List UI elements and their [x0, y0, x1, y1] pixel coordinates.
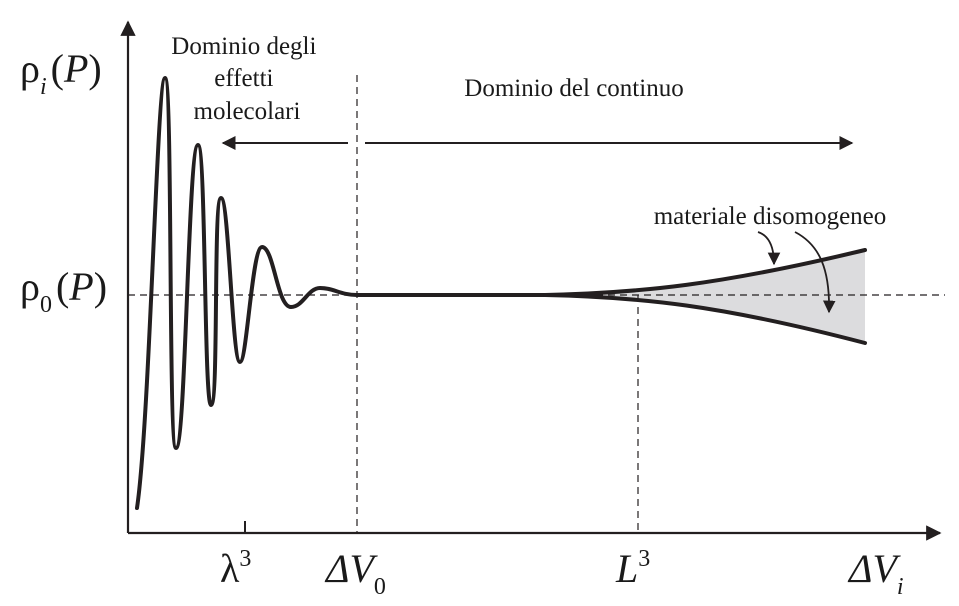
molecular-domain-label: Dominio degli effetti molecolari	[171, 33, 322, 125]
lambda-cubed-label: λ3	[220, 546, 251, 591]
continuum-domain-label: Dominio del continuo	[464, 75, 683, 102]
rho-0-label: ρ0 (P)	[20, 264, 107, 318]
annotation-arrow-upper	[758, 232, 774, 264]
l-cubed-label: L3	[615, 546, 650, 591]
rho-i-label: ρi (P)	[20, 46, 102, 100]
delta-v0-label: ΔV0	[324, 546, 386, 600]
delta-vi-label: ΔVi	[847, 546, 904, 600]
inhomogeneous-material-label: materiale disomogeneo	[654, 203, 887, 230]
